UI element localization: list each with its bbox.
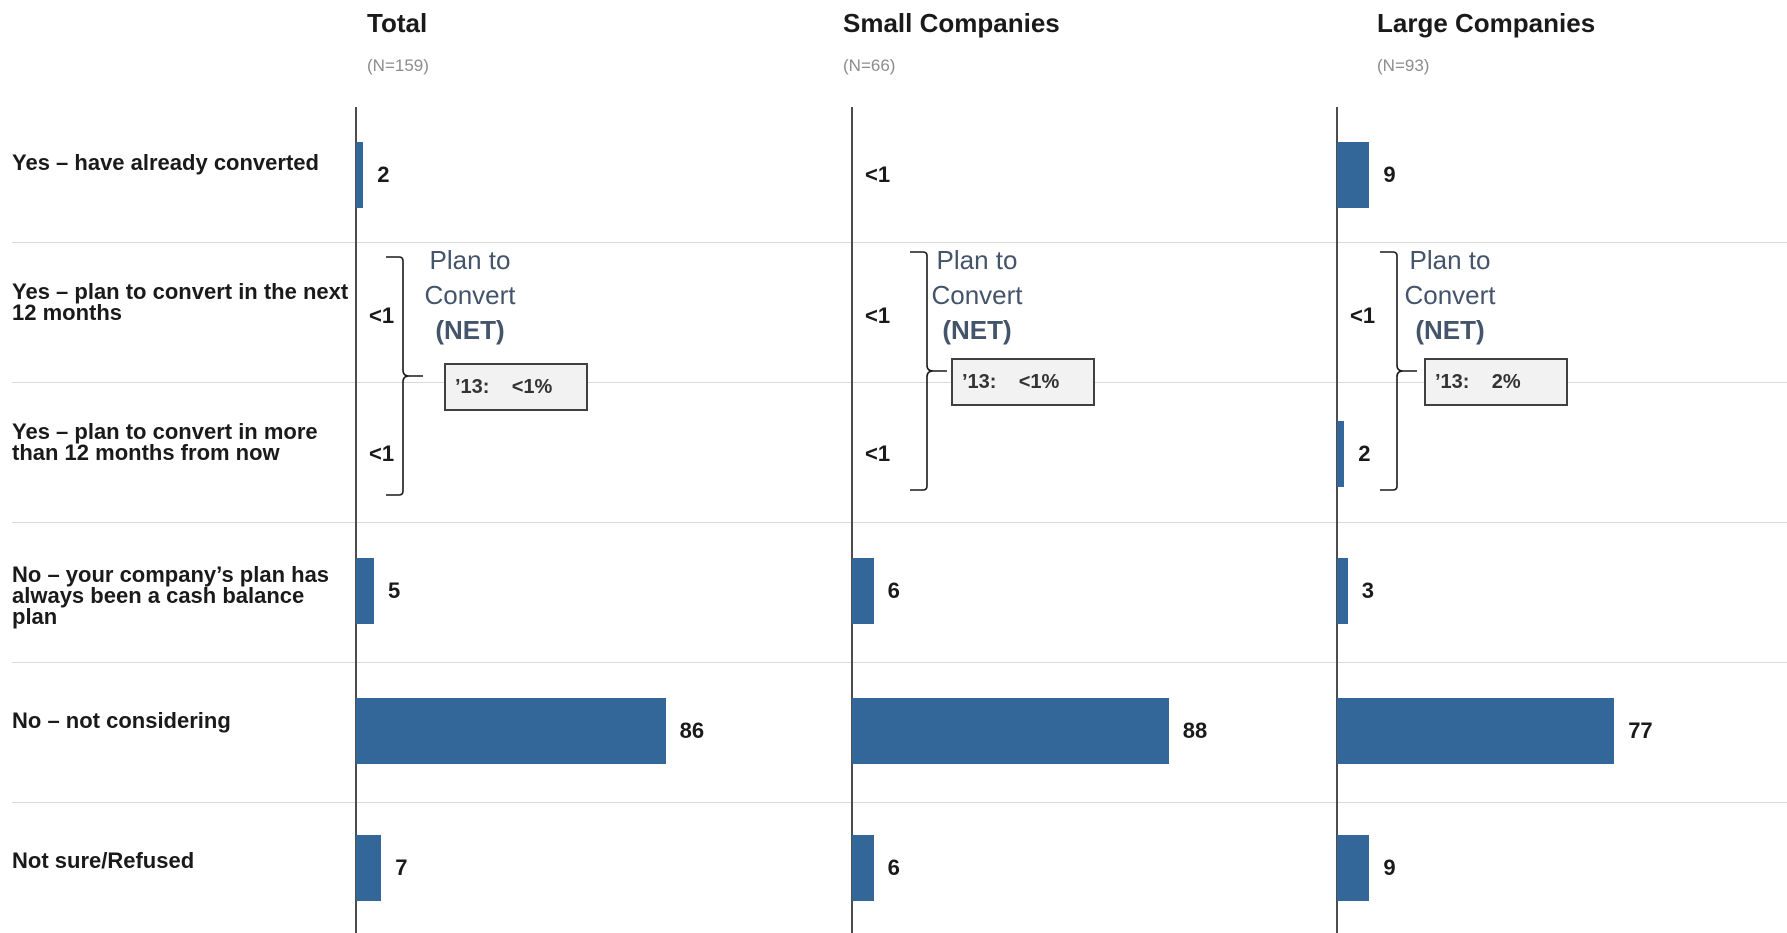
bar-small-companies-not-sure	[852, 835, 874, 901]
value-label-total-more-than-12-months: <1	[369, 441, 395, 466]
bar-large-companies-not-sure	[1337, 835, 1370, 901]
bar-large-companies-already-converted	[1337, 142, 1370, 208]
value-label-large-companies-not-considering: 77	[1628, 718, 1653, 743]
net-prior-year-box-small-companies: ’13: <1%	[951, 358, 1095, 406]
row-separator	[12, 802, 1787, 803]
category-label-more-than-12-months: Yes – plan to convert in more than 12 mo…	[12, 419, 318, 465]
value-label-large-companies-always-cash-balance: 3	[1361, 578, 1375, 603]
net-bracket-large-companies	[1380, 251, 1417, 491]
value-label-large-companies-not-sure: 9	[1383, 855, 1396, 880]
axis-line-small-companies	[851, 107, 853, 933]
net-label-bold: (NET)	[1415, 315, 1485, 345]
value-label-small-companies-next-12-months: <1	[865, 303, 891, 328]
value-label-total-not-sure: 7	[395, 855, 408, 880]
axis-line-total	[355, 107, 357, 933]
net-label-small-companies: Plan to Convert (NET)	[907, 243, 1047, 348]
value-label-small-companies-already-converted: <1	[865, 162, 891, 187]
net-bracket-total	[386, 256, 423, 496]
value-label-small-companies-not-considering: 88	[1182, 718, 1208, 743]
bar-large-companies-not-considering	[1337, 698, 1615, 764]
panel-title-total: Total	[367, 8, 428, 38]
panel-title-large-companies: Large Companies	[1377, 8, 1596, 38]
net-label-bold: (NET)	[942, 315, 1012, 345]
panel-title-small-companies: Small Companies	[843, 8, 1060, 38]
panel-n-total: (N=159)	[367, 56, 429, 75]
bar-total-not-sure	[356, 835, 382, 901]
panel-n-small-companies: (N=66)	[843, 56, 896, 75]
net-label-line: Plan to	[429, 245, 511, 275]
net-label-line: Plan to	[1409, 245, 1491, 275]
value-label-large-companies-already-converted: 9	[1383, 162, 1396, 187]
axis-line-large-companies	[1336, 107, 1338, 933]
value-label-total-already-converted: 2	[377, 162, 390, 187]
value-label-total-next-12-months: <1	[369, 303, 395, 328]
net-label-line: Convert	[931, 280, 1023, 310]
category-label-next-12-months: Yes – plan to convert in the next 12 mon…	[12, 279, 349, 325]
category-label-not-sure: Not sure/Refused	[12, 847, 195, 873]
row-separator	[12, 662, 1787, 663]
row-separator	[12, 382, 1787, 383]
bar-total-always-cash-balance	[356, 558, 374, 624]
value-label-small-companies-always-cash-balance: 6	[887, 578, 900, 603]
net-label-large-companies: Plan to Convert (NET)	[1380, 243, 1520, 348]
bar-small-companies-always-cash-balance	[852, 558, 874, 624]
net-label-line: Convert	[424, 280, 516, 310]
category-label-not-considering: No – not considering	[12, 707, 231, 733]
panel-n-large-companies: (N=93)	[1377, 56, 1430, 75]
value-label-large-companies-next-12-months: <1	[1350, 303, 1376, 328]
value-label-large-companies-more-than-12-months: 2	[1358, 441, 1371, 466]
bar-small-companies-not-considering	[852, 698, 1169, 764]
net-label-total: Plan to Convert (NET)	[400, 243, 540, 348]
category-label-already-converted: Yes – have already converted	[12, 149, 319, 175]
net-bracket-small-companies	[910, 251, 947, 491]
value-label-small-companies-not-sure: 6	[887, 855, 900, 880]
net-label-line: Plan to	[936, 245, 1018, 275]
value-label-total-not-considering: 86	[679, 718, 705, 743]
bar-total-already-converted	[356, 142, 364, 208]
net-prior-year-box-large-companies: ’13: 2%	[1424, 358, 1568, 406]
bar-total-not-considering	[356, 698, 666, 764]
net-label-line: Convert	[1404, 280, 1496, 310]
row-separator	[12, 522, 1787, 523]
value-label-small-companies-more-than-12-months: <1	[865, 441, 891, 466]
row-separator	[12, 242, 1787, 243]
net-prior-year-box-total: ’13: <1%	[444, 363, 588, 411]
category-label-always-cash-balance: No – your company’s plan has always been…	[12, 561, 330, 629]
bar-large-companies-always-cash-balance	[1337, 558, 1348, 624]
value-label-total-always-cash-balance: 5	[388, 578, 401, 603]
net-label-bold: (NET)	[435, 315, 505, 345]
bar-large-companies-more-than-12-months	[1337, 421, 1345, 487]
